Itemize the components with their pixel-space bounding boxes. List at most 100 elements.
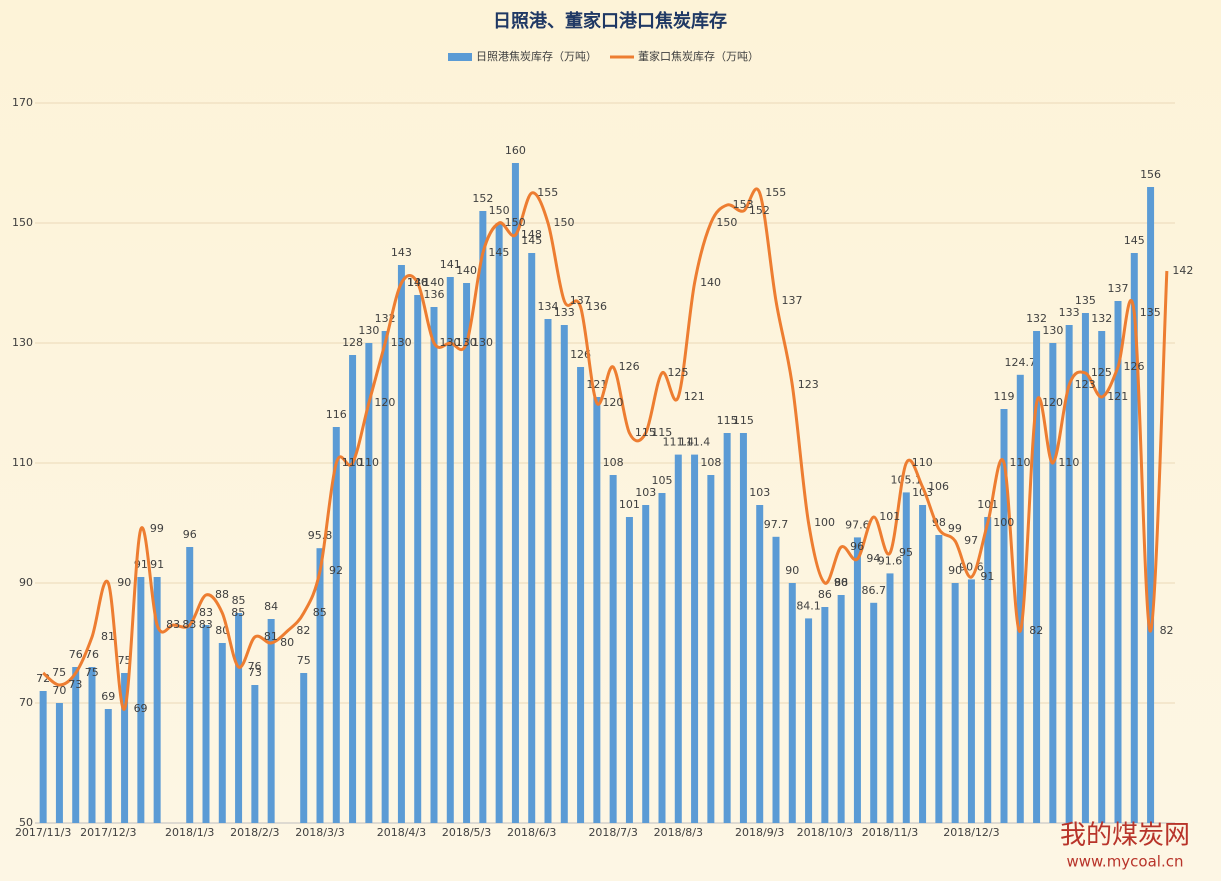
line-value-label: 110 bbox=[358, 456, 379, 469]
bar bbox=[984, 517, 992, 823]
bar-value-label: 135 bbox=[1075, 294, 1096, 307]
bar-value-label: 73 bbox=[248, 666, 262, 679]
bar bbox=[642, 505, 650, 823]
y-tick-label: 110 bbox=[12, 456, 33, 469]
bar-value-label: 97.6 bbox=[845, 518, 870, 531]
line-value-label: 75 bbox=[52, 666, 66, 679]
bar bbox=[39, 691, 47, 823]
line-value-label: 96 bbox=[850, 540, 864, 553]
bar bbox=[202, 625, 210, 823]
line-value-label: 75 bbox=[85, 666, 99, 679]
x-tick-label: 2018/6/3 bbox=[507, 826, 556, 839]
line-value-label: 120 bbox=[602, 396, 623, 409]
line-value-label: 81 bbox=[101, 630, 115, 643]
bar bbox=[886, 573, 894, 823]
line-value-label: 152 bbox=[749, 204, 770, 217]
bar bbox=[1114, 301, 1122, 823]
line-value-label: 121 bbox=[684, 390, 705, 403]
bar bbox=[446, 277, 454, 823]
bar-value-label: 69 bbox=[101, 690, 115, 703]
bar bbox=[72, 667, 80, 823]
watermark-url: www.mycoal.cn bbox=[1067, 853, 1184, 871]
bar-value-label: 145 bbox=[1124, 234, 1145, 247]
bar bbox=[218, 643, 226, 823]
line-value-label: 110 bbox=[912, 456, 933, 469]
bar-value-label: 111.4 bbox=[663, 436, 695, 449]
legend-swatch bbox=[448, 53, 472, 61]
bar bbox=[544, 319, 552, 823]
bar-value-label: 137 bbox=[1108, 282, 1129, 295]
bar-value-label: 150 bbox=[489, 204, 510, 217]
y-tick-label: 130 bbox=[12, 336, 33, 349]
bar bbox=[1016, 374, 1024, 823]
bar bbox=[1000, 409, 1008, 823]
bar bbox=[511, 163, 519, 823]
bar-value-label: 130 bbox=[1042, 324, 1063, 337]
line-value-label: 76 bbox=[248, 660, 262, 673]
bar bbox=[186, 547, 194, 823]
line-value-label: 135 bbox=[1140, 306, 1161, 319]
bar-value-label: 85 bbox=[232, 594, 246, 607]
line-value-label: 148 bbox=[521, 228, 542, 241]
x-tick-label: 2018/12/3 bbox=[943, 826, 999, 839]
bar-value-label: 86 bbox=[818, 588, 832, 601]
bar bbox=[365, 343, 373, 823]
bar bbox=[414, 295, 422, 823]
legend-label: 日照港焦炭库存（万吨） bbox=[476, 49, 597, 63]
bar-value-label: 95.8 bbox=[308, 529, 333, 542]
bar bbox=[837, 595, 845, 823]
bar bbox=[528, 253, 536, 823]
bar bbox=[332, 427, 340, 823]
bar-value-label: 116 bbox=[326, 408, 347, 421]
line-value-label: 121 bbox=[1107, 390, 1128, 403]
bar-value-label: 84.1 bbox=[796, 599, 821, 612]
bar-value-label: 152 bbox=[472, 192, 493, 205]
bar bbox=[1065, 325, 1073, 823]
line-value-label: 99 bbox=[150, 522, 164, 535]
bar-value-label: 103 bbox=[635, 486, 656, 499]
bar bbox=[495, 223, 503, 823]
line-value-label: 82 bbox=[1160, 624, 1174, 637]
bar-value-label: 115 bbox=[733, 414, 754, 427]
x-tick-label: 2018/8/3 bbox=[654, 826, 703, 839]
line-value-label: 120 bbox=[374, 396, 395, 409]
bar-value-label: 91 bbox=[150, 558, 164, 571]
bar-value-label: 76 bbox=[69, 648, 83, 661]
bar-value-label: 105.1 bbox=[891, 473, 923, 486]
bar-value-label: 132 bbox=[1091, 312, 1112, 325]
x-tick-label: 2018/10/3 bbox=[797, 826, 853, 839]
x-tick-label: 2017/11/3 bbox=[15, 826, 71, 839]
bar-value-label: 75 bbox=[118, 654, 132, 667]
line-value-label: 83 bbox=[166, 618, 180, 631]
line-value-label: 82 bbox=[296, 624, 310, 637]
bar bbox=[919, 505, 927, 823]
bar bbox=[560, 325, 568, 823]
bar-value-label: 143 bbox=[391, 246, 412, 259]
line-value-label: 140 bbox=[700, 276, 721, 289]
bar bbox=[397, 265, 405, 823]
line-value-label: 90 bbox=[834, 576, 848, 589]
bar bbox=[153, 577, 161, 823]
line-value-label: 83 bbox=[199, 618, 213, 631]
bar bbox=[707, 475, 715, 823]
line-value-label: 155 bbox=[537, 186, 558, 199]
bar bbox=[1130, 253, 1138, 823]
line-value-label: 142 bbox=[1172, 264, 1193, 277]
line-value-label: 130 bbox=[440, 336, 461, 349]
bar-value-label: 103 bbox=[749, 486, 770, 499]
bar-value-label: 133 bbox=[1059, 306, 1080, 319]
bar bbox=[137, 577, 145, 823]
bar bbox=[349, 355, 357, 823]
bar-value-label: 76 bbox=[85, 648, 99, 661]
bar-value-label: 134 bbox=[538, 300, 559, 313]
bar bbox=[577, 367, 585, 823]
bar-value-label: 119 bbox=[994, 390, 1015, 403]
bar-value-label: 136 bbox=[424, 288, 445, 301]
line-value-label: 123 bbox=[798, 378, 819, 391]
bar bbox=[658, 493, 666, 823]
line-value-label: 110 bbox=[342, 456, 363, 469]
x-tick-label: 2017/12/3 bbox=[80, 826, 136, 839]
bar-value-label: 126 bbox=[570, 348, 591, 361]
line-value-label: 110 bbox=[1010, 456, 1031, 469]
line-value-label: 94 bbox=[866, 552, 880, 565]
